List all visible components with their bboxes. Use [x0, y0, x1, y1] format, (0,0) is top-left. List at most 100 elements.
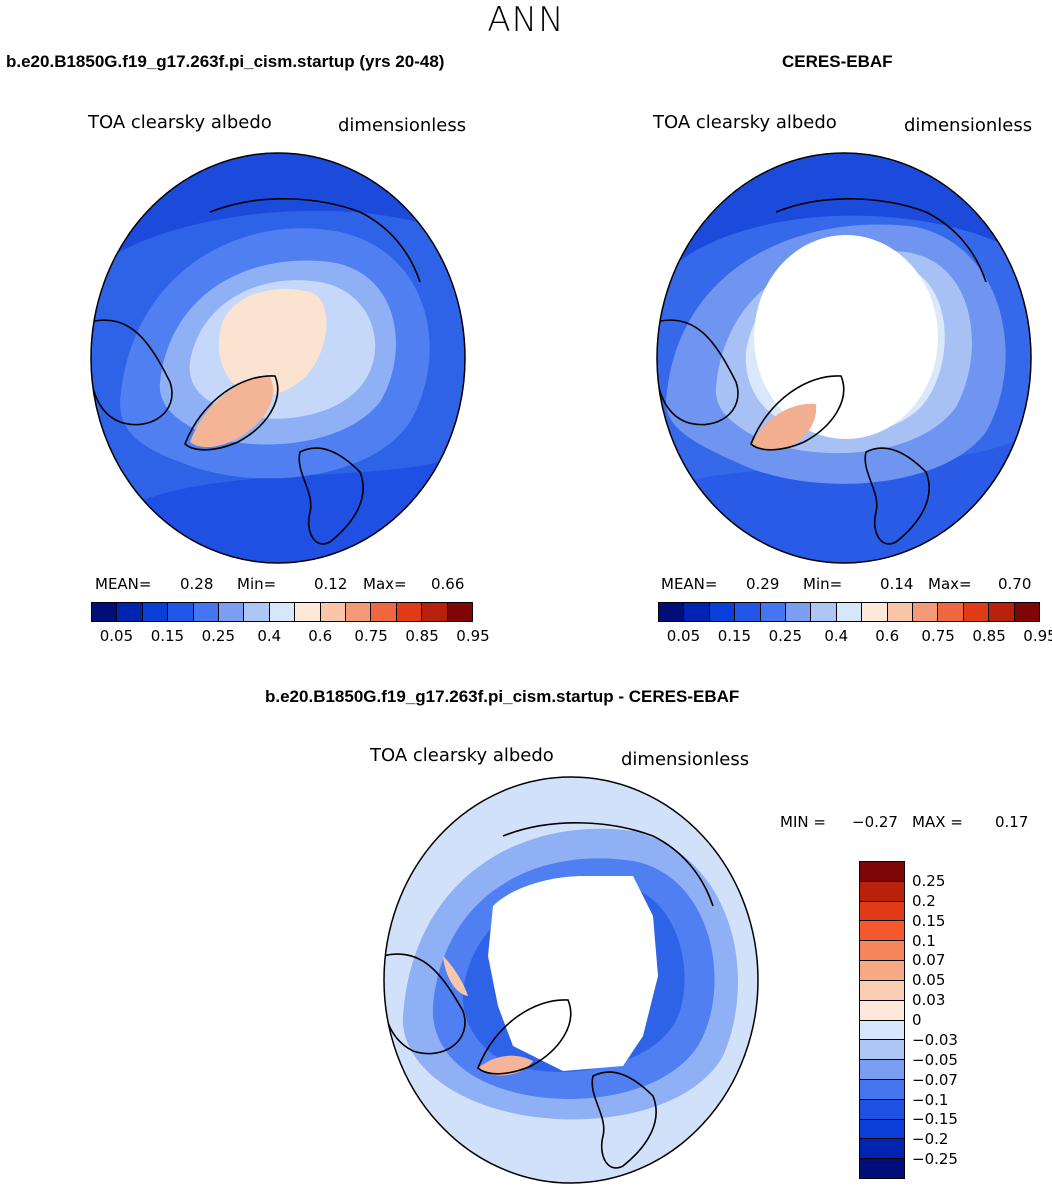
panel-1-colorbar	[91, 602, 473, 622]
diff-colorbar-swatch	[860, 1020, 904, 1041]
panel-1-colorbar-swatch	[346, 603, 372, 621]
diff-colorbar-tick-label: 0.25	[912, 871, 946, 890]
diff-colorbar-ticks: 0.25 0.2 0.15 0.1 0.07 0.05 0.03 0 −0.03 −0.05 −0.…	[912, 861, 1012, 1179]
panel-2-colorbar-swatch	[760, 603, 787, 621]
coastline	[657, 319, 739, 426]
panel-1-colorbar-swatch	[168, 603, 194, 621]
panel-2-colorbar-swatch	[989, 603, 1015, 621]
diff-max-value: 0.17	[995, 813, 1029, 831]
diff-colorbar-tick-label: 0.2	[912, 891, 936, 910]
map-border	[383, 776, 759, 1184]
panel-1-max-value: 0.66	[431, 575, 465, 593]
coastline-greenland	[477, 999, 572, 1075]
panel-1-colorbar-swatch	[396, 603, 423, 621]
map-border	[656, 152, 1032, 564]
diff-colorbar-tick-label: −0.1	[912, 1090, 949, 1109]
map-region	[751, 403, 817, 451]
panel-2-min-value: 0.14	[880, 575, 914, 593]
diff-panel-polar-map	[383, 776, 759, 1184]
panel-2-colorbar-tick-label: 0.15	[717, 627, 752, 645]
panel-2-colorbar	[658, 602, 1040, 622]
panel-1-title: b.e20.B1850G.f19_g17.263f.pi_cism.startu…	[6, 52, 445, 71]
panel-1-colorbar-tick-label: 0.6	[308, 627, 333, 645]
panel-1-polar-map	[90, 152, 466, 564]
panel-1-colorbar-swatch	[193, 603, 220, 621]
diff-colorbar-swatch	[860, 1060, 904, 1080]
panel-2-colorbar-tick-label: 0.05	[666, 627, 701, 645]
panel-1-variable: TOA clearsky albedo	[88, 112, 272, 133]
panel-1-min-label: Min=	[237, 575, 277, 593]
panel-2-max-value: 0.70	[998, 575, 1032, 593]
panel-1-colorbar-tick-label: 0.15	[150, 627, 185, 645]
diff-colorbar-tick-label: −0.2	[912, 1130, 949, 1149]
panel-1-units: dimensionless	[338, 115, 467, 136]
map-region	[443, 956, 468, 996]
diff-colorbar-tick-label: −0.07	[912, 1070, 958, 1089]
missing-data-region	[754, 235, 938, 439]
panel-1-colorbar-tick-label: 0.4	[257, 627, 282, 645]
panel-2-max-label: Max=	[928, 575, 972, 593]
diff-panel-title: b.e20.B1850G.f19_g17.263f.pi_cism.startu…	[265, 687, 740, 706]
panel-1-colorbar-swatch	[142, 603, 169, 621]
diff-colorbar-tick-label: 0.03	[912, 991, 946, 1010]
panel-2-colorbar-tick-label: 0.95	[1023, 627, 1052, 645]
diff-min-value: −0.27	[852, 813, 898, 831]
panel-1-colorbar-swatch	[92, 603, 118, 621]
coastline-scandinavia	[864, 447, 930, 545]
coastline-scandinavia	[591, 1071, 657, 1169]
panel-2-mean-label: MEAN=	[661, 575, 718, 593]
panel-1-colorbar-swatch	[219, 603, 245, 621]
panel-2-colorbar-tick-label: 0.25	[768, 627, 803, 645]
panel-2-colorbar-swatch	[811, 603, 837, 621]
panel-1-colorbar-swatch	[371, 603, 397, 621]
diff-colorbar-swatch	[860, 1159, 904, 1178]
coastline-greenland	[750, 375, 845, 451]
panel-2-colorbar-tick-label: 0.4	[824, 627, 849, 645]
panel-2-colorbar-swatch	[735, 603, 761, 621]
panel-1-colorbar-tick-label: 0.25	[201, 627, 236, 645]
diff-colorbar	[859, 861, 905, 1179]
diff-colorbar-swatch	[860, 921, 904, 942]
map-region	[190, 377, 274, 448]
panel-2-min-label: Min=	[803, 575, 843, 593]
figure-title: ANN	[487, 0, 565, 40]
panel-2-mean-value: 0.29	[746, 575, 780, 593]
diff-colorbar-tick-label: 0	[912, 1011, 922, 1029]
map-region	[657, 153, 1031, 282]
panel-1-colorbar-tick-label: 0.85	[405, 627, 439, 645]
panel-2-colorbar-swatch	[887, 603, 914, 621]
panel-2-colorbar-ticks: 0.05 0.15 0.25 0.4 0.6 0.75 0.85 0.95	[658, 627, 1052, 647]
diff-panel-variable: TOA clearsky albedo	[370, 745, 554, 766]
panel-2-colorbar-tick-label: 0.6	[875, 627, 900, 645]
panel-2-colorbar-swatch	[709, 603, 736, 621]
diff-colorbar-tick-label: 0.07	[912, 951, 946, 970]
diff-min-label: MIN =	[780, 813, 826, 831]
map-border	[90, 152, 466, 564]
panel-1-colorbar-swatch	[295, 603, 321, 621]
panel-1-mean-value: 0.28	[180, 575, 214, 593]
diff-colorbar-swatch	[860, 901, 904, 922]
diff-colorbar-swatch	[860, 1139, 904, 1160]
coastline-siberia	[209, 198, 421, 283]
panel-2-colorbar-tick-label: 0.85	[972, 627, 1006, 645]
diff-colorbar-swatch	[860, 881, 904, 902]
panel-2-polar-map	[656, 152, 1032, 564]
panel-1-min-value: 0.12	[314, 575, 348, 593]
diff-max-label: MAX =	[912, 813, 963, 831]
panel-2-colorbar-swatch	[963, 603, 990, 621]
panel-2-colorbar-swatch	[1014, 603, 1040, 621]
panel-2-colorbar-swatch	[862, 603, 888, 621]
diff-colorbar-tick-label: −0.03	[912, 1030, 958, 1049]
panel-1-colorbar-tick-label: 0.75	[354, 627, 388, 645]
panel-2-colorbar-tick-label: 0.75	[921, 627, 955, 645]
diff-colorbar-tick-label: −0.15	[912, 1110, 958, 1129]
panel-1-colorbar-swatch	[244, 603, 270, 621]
panel-1-colorbar-swatch	[269, 603, 296, 621]
panel-1-colorbar-swatch	[422, 603, 448, 621]
diff-colorbar-swatch	[860, 1040, 904, 1061]
diff-colorbar-tick-label: −0.05	[912, 1050, 958, 1069]
panel-1-colorbar-tick-label: 0.95	[456, 627, 490, 645]
coastline-siberia	[502, 822, 714, 907]
panel-2-colorbar-swatch	[836, 603, 863, 621]
panel-2-colorbar-swatch	[913, 603, 939, 621]
